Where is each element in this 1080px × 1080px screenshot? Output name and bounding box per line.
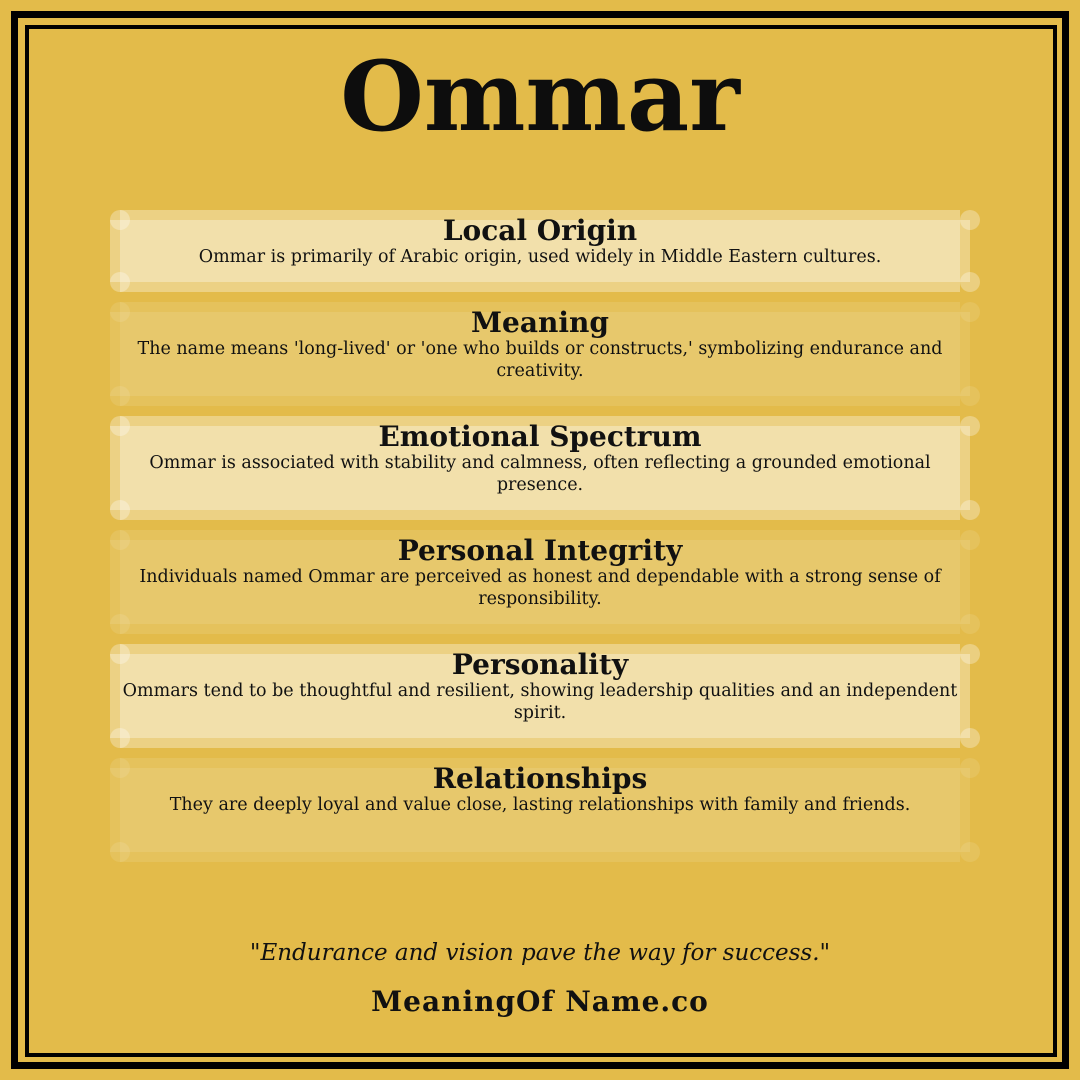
section-text: Ommars tend to be thoughtful and resilie… bbox=[122, 681, 958, 723]
corner-dot bbox=[960, 272, 980, 292]
corner-dot bbox=[960, 614, 980, 634]
corner-dot bbox=[960, 758, 980, 778]
section-text: The name means 'long-lived' or 'one who … bbox=[137, 339, 943, 381]
corner-dot bbox=[110, 644, 130, 664]
corner-dot bbox=[110, 386, 130, 406]
corner-dot bbox=[960, 416, 980, 436]
section-title: Local Origin bbox=[442, 214, 638, 247]
corner-dot bbox=[960, 728, 980, 748]
corner-dot bbox=[110, 416, 130, 436]
inner-border bbox=[25, 25, 1057, 1057]
corner-dot bbox=[960, 644, 980, 664]
section-card: Meaning The name means 'long-lived' or 'o… bbox=[110, 302, 980, 406]
section-text: They are deeply loyal and value close, l… bbox=[169, 795, 911, 815]
corner-dot bbox=[110, 842, 130, 862]
section-card: Local Origin Ommar is primarily of Arabic… bbox=[110, 210, 980, 292]
section-title: Personal Integrity bbox=[397, 534, 683, 567]
section-card: Personality Ommars tend to be thoughtful … bbox=[110, 644, 980, 748]
section-title: Emotional Spectrum bbox=[378, 420, 702, 453]
corner-dot bbox=[110, 728, 130, 748]
section-text: Ommar is associated with stability and c… bbox=[149, 453, 931, 495]
corner-dot bbox=[960, 302, 980, 322]
corner-dot bbox=[110, 302, 130, 322]
quote: "Endurance and vision pave the way for s… bbox=[249, 940, 831, 966]
corner-dot bbox=[110, 614, 130, 634]
outer-border bbox=[11, 11, 1069, 1069]
section-title: Relationships bbox=[432, 762, 648, 795]
section-card: Emotional Spectrum Ommar is associated wi… bbox=[110, 416, 980, 520]
corner-dot bbox=[110, 758, 130, 778]
site-name: MeaningOf Name.co bbox=[371, 985, 709, 1018]
corner-dot bbox=[110, 272, 130, 292]
corner-dot bbox=[960, 500, 980, 520]
section-card: Personal Integrity Individuals named Omma… bbox=[110, 530, 980, 634]
page-title: Ommar bbox=[340, 40, 740, 153]
section-text: Individuals named Ommar are perceived as… bbox=[139, 567, 941, 609]
corner-dot bbox=[960, 530, 980, 550]
section-text: Ommar is primarily of Arabic origin, use… bbox=[198, 247, 882, 267]
corner-dot bbox=[110, 530, 130, 550]
section-card: Relationships They are deeply loyal and v… bbox=[110, 758, 980, 862]
section-title: Personality bbox=[451, 648, 629, 681]
corner-dot bbox=[110, 500, 130, 520]
corner-dot bbox=[960, 210, 980, 230]
corner-dot bbox=[110, 210, 130, 230]
corner-dot bbox=[960, 842, 980, 862]
section-title: Meaning bbox=[471, 306, 609, 339]
corner-dot bbox=[960, 386, 980, 406]
